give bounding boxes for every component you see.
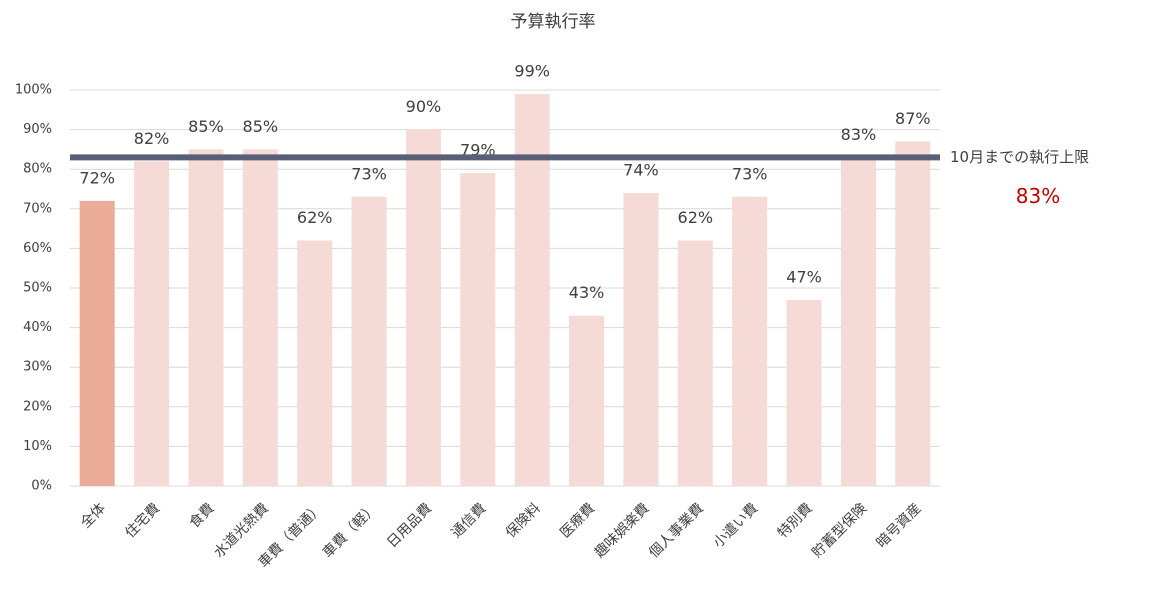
x-tick-label: 住宅費: [122, 500, 163, 541]
x-tick-label: 個人事業費: [646, 500, 707, 561]
bar: [569, 315, 605, 486]
y-tick-label: 40%: [23, 320, 52, 335]
value-label: 43%: [569, 283, 605, 302]
y-tick-label: 0%: [31, 479, 52, 494]
bar: [895, 141, 931, 487]
x-tick-label: 車費（軽）: [319, 500, 381, 562]
bar: [79, 200, 115, 486]
value-label: 47%: [786, 267, 822, 286]
y-tick-label: 80%: [23, 162, 52, 177]
x-tick-label: 貯蓄型保険: [809, 500, 870, 561]
value-label: 83%: [841, 125, 877, 144]
value-label: 87%: [895, 109, 931, 128]
bar: [188, 149, 224, 486]
bar: [840, 157, 876, 486]
value-label: 73%: [732, 164, 768, 183]
y-tick-label: 60%: [23, 241, 52, 256]
x-tick-label: 保険料: [503, 500, 544, 541]
bar: [297, 240, 333, 486]
y-tick-label: 100%: [15, 83, 52, 98]
bar: [732, 196, 768, 487]
reference-label: 10月までの執行上限: [950, 148, 1089, 166]
value-label: 62%: [678, 208, 714, 227]
value-label: 90%: [406, 97, 442, 116]
bar: [134, 161, 170, 486]
x-tick-label: 医療費: [557, 500, 599, 542]
x-tick-label: 暗号資産: [874, 500, 925, 551]
value-label: 72%: [79, 168, 115, 187]
x-tick-label: 日用品費: [384, 500, 435, 551]
value-label: 62%: [297, 208, 333, 227]
bar: [242, 149, 278, 486]
y-tick-label: 30%: [23, 360, 52, 375]
x-tick-label: 全体: [77, 500, 109, 532]
bar: [623, 192, 659, 486]
bar: [514, 93, 550, 487]
bar: [460, 173, 496, 486]
value-label: 82%: [134, 129, 170, 148]
bar: [351, 196, 387, 487]
x-tick-label: 特別費: [775, 500, 816, 541]
x-tick-label: 小遣い費: [710, 500, 761, 551]
x-tick-label: 通信費: [448, 500, 489, 541]
value-label: 99%: [514, 61, 550, 80]
bar: [786, 299, 822, 486]
x-tick-label: 趣味娯楽費: [592, 500, 653, 561]
value-label: 73%: [351, 164, 387, 183]
y-tick-label: 70%: [23, 201, 52, 216]
value-label: 85%: [243, 117, 279, 136]
bar: [677, 240, 713, 486]
y-tick-label: 50%: [23, 281, 52, 296]
y-tick-label: 90%: [23, 122, 52, 137]
bar: [405, 129, 441, 486]
chart-title: 予算執行率: [511, 12, 596, 32]
value-label: 74%: [623, 160, 659, 179]
y-tick-label: 20%: [23, 399, 52, 414]
value-label: 85%: [188, 117, 224, 136]
y-tick-label: 10%: [23, 439, 52, 454]
x-tick-label: 食費: [186, 500, 218, 532]
reference-value-label: 83%: [1016, 184, 1060, 208]
